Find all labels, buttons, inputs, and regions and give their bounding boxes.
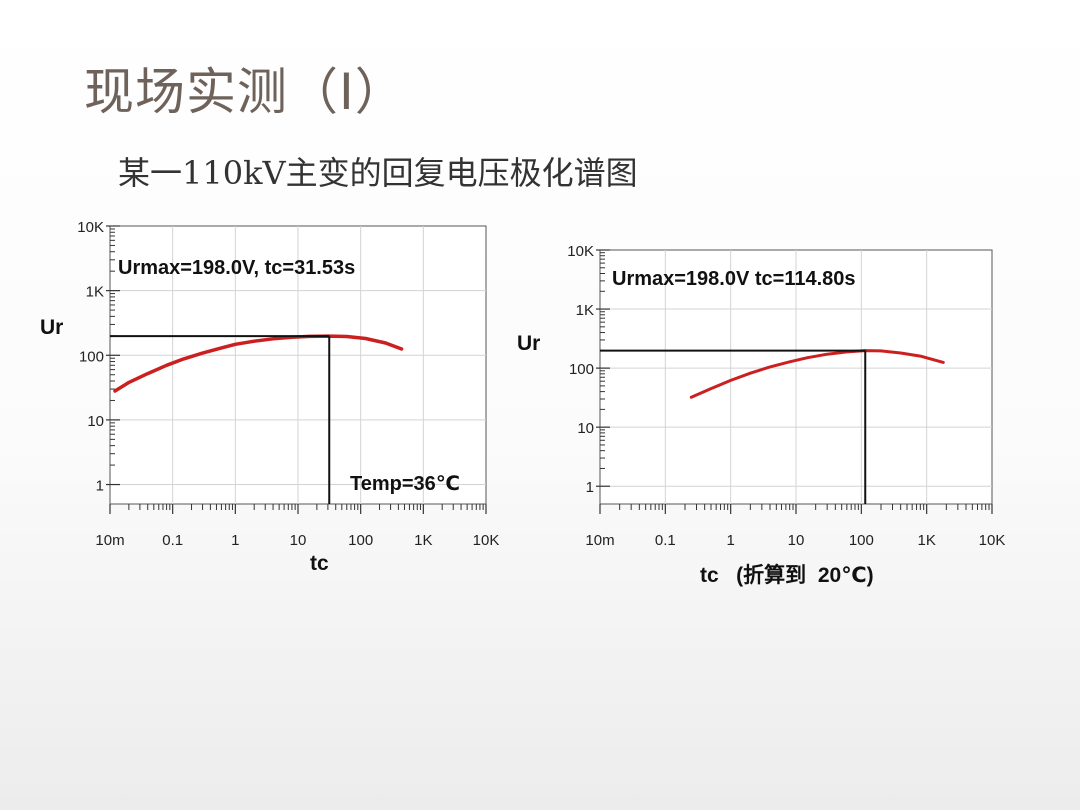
x-tick-label: 0.1 — [162, 532, 183, 549]
slide-title: 现场实测（Ⅰ） — [84, 63, 406, 121]
chart-annotation: Urmax=198.0V tc=114.80s — [612, 268, 856, 290]
x-tick-label: 10m — [585, 532, 614, 549]
y-axis-title: Ur — [40, 316, 63, 339]
x-tick-label: 10m — [95, 532, 124, 549]
y-tick-label: 1 — [586, 479, 594, 496]
temperature-label: Temp=36℃ — [350, 473, 460, 495]
y-axis-title: Ur — [517, 332, 540, 355]
y-tick-label: 1K — [576, 302, 594, 319]
slide-subtitle: 某一110kV主变的回复电压极化谱图 — [118, 154, 638, 192]
y-tick-label: 10K — [77, 219, 104, 236]
x-axis-title: tc (折算到 20℃) — [700, 563, 874, 587]
x-tick-label: 0.1 — [655, 532, 676, 549]
y-tick-label: 10 — [577, 420, 594, 437]
x-tick-label: 1K — [414, 532, 432, 549]
y-tick-label: 100 — [79, 348, 104, 365]
y-tick-label: 1K — [86, 284, 104, 301]
y-tick-label: 10 — [87, 413, 104, 430]
x-tick-label: 100 — [849, 532, 874, 549]
series-curve — [689, 349, 945, 399]
x-tick-label: 100 — [348, 532, 373, 549]
x-tick-label: 10 — [290, 532, 307, 549]
x-tick-label: 10 — [788, 532, 805, 549]
y-tick-label: 100 — [569, 361, 594, 378]
x-tick-label: 10K — [979, 532, 1006, 549]
y-tick-label: 1 — [96, 478, 104, 495]
x-tick-label: 1K — [917, 532, 935, 549]
x-axis-title: tc — [310, 552, 329, 575]
x-tick-label: 1 — [231, 532, 239, 549]
series-curve — [113, 334, 404, 393]
chart-annotation: Urmax=198.0V, tc=31.53s — [118, 257, 355, 279]
y-tick-label: 10K — [567, 243, 594, 260]
x-tick-label: 1 — [726, 532, 734, 549]
x-tick-label: 10K — [473, 532, 500, 549]
